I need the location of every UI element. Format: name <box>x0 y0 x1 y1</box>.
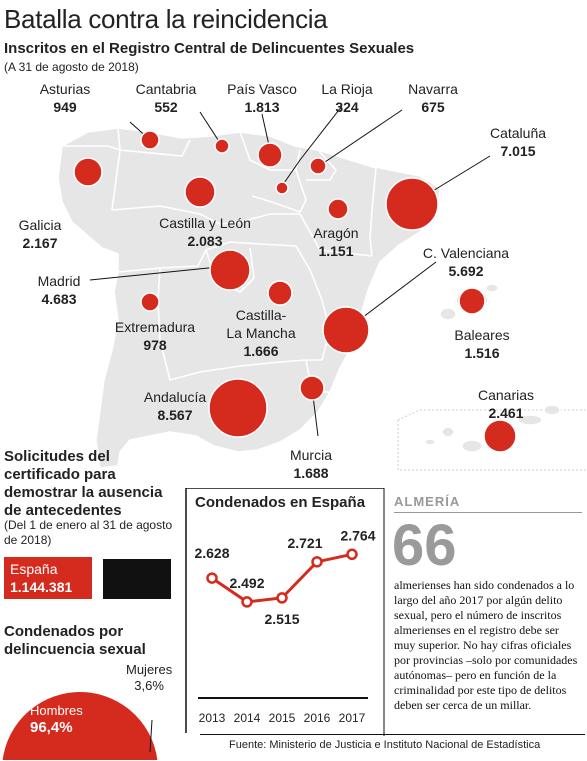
leader-navarra <box>321 109 403 165</box>
line-data-label-2013: 2.628 <box>194 545 229 561</box>
label-andalucia: Andalucía 8.567 <box>143 389 207 423</box>
label-castilla-mancha: Castilla- La Mancha 1.666 <box>226 307 296 359</box>
solicitudes-title: Solicitudes del certificado para demostr… <box>4 448 163 519</box>
line-title: Condenados en España <box>195 494 366 511</box>
pie-slice-hombres <box>2 692 158 760</box>
bubble-la-rioja <box>275 181 289 195</box>
line-data-label-2015: 2.515 <box>264 611 299 627</box>
label-la-rioja: La Rioja 324 <box>321 81 373 115</box>
x-tick-label-2013: 2013 <box>199 711 226 725</box>
line-point-2016 <box>311 556 323 568</box>
label-navarra: Navarra 675 <box>408 81 458 115</box>
bubble-madrid <box>209 249 251 291</box>
bubble-asturias <box>140 130 160 150</box>
x-tick-label-2016: 2016 <box>304 711 331 725</box>
bubble-cataluna <box>385 177 439 231</box>
line-point-2017 <box>346 548 358 561</box>
pie-title: Condenados por delincuencia sexual <box>4 623 146 658</box>
espana-box: España 1.144.381 <box>4 557 92 599</box>
label-extremadura: Extremadura 978 <box>114 319 196 353</box>
bubble-cantabria <box>214 138 230 154</box>
line-data-label-2014: 2.492 <box>229 575 264 591</box>
bubble-navarra <box>309 157 327 175</box>
label-madrid: Madrid 4.683 <box>37 273 81 307</box>
label-canarias: Canarias 2.461 <box>477 387 535 421</box>
source-rule <box>200 734 585 735</box>
label-baleares: Baleares 1.516 <box>454 327 510 361</box>
x-tick-label-2017: 2017 <box>339 711 366 725</box>
almeria-heading: ALMERÍA <box>394 494 461 509</box>
line-data-label-2016: 2.721 <box>287 535 322 551</box>
bubble-baleares <box>458 287 486 315</box>
solicitudes-date: (Del 1 de enero al 31 de agosto de 2018) <box>4 518 173 547</box>
x-tick-label-2015: 2015 <box>269 711 296 725</box>
mujeres-leader <box>149 719 153 753</box>
redacted-box <box>103 559 171 599</box>
bubble-pais-vasco <box>257 142 283 168</box>
pie-chart <box>2 692 158 760</box>
date-note: (A 31 de agosto de 2018) <box>4 60 139 74</box>
label-murcia: Murcia 1.688 <box>289 447 332 481</box>
x-tick-label-2014: 2014 <box>234 711 261 725</box>
line-point-2015 <box>276 592 288 604</box>
label-asturias: Asturias 949 <box>39 81 91 115</box>
espana-value: 1.144.381 <box>10 579 73 595</box>
line-point-2013 <box>206 572 218 584</box>
pie-label-hombres: Hombres 96,4% <box>30 703 83 736</box>
bubble-canarias <box>483 419 517 453</box>
bubble-castilla-mancha <box>267 280 293 306</box>
leader-madrid <box>89 265 229 281</box>
bubble-galicia <box>73 157 103 187</box>
bubble-valenciana <box>322 306 370 354</box>
line-chart: 2.628 2013 2.492 2014 2.515 2015 2.721 2016 2.76… <box>185 488 384 733</box>
line-data-label-2017: 2.764 <box>340 527 375 543</box>
leader-la-rioja <box>281 105 343 187</box>
label-castilla-leon: Castilla y León 2.083 <box>159 215 251 249</box>
almeria-number: 66 <box>392 513 457 578</box>
bubble-extremadura <box>140 292 160 312</box>
almeria-divider <box>383 488 385 736</box>
line-point-2014 <box>241 596 253 608</box>
bubble-castilla-leon <box>184 176 216 208</box>
label-galicia: Galicia 2.167 <box>18 217 62 251</box>
page-title: Batalla contra la reincidencia <box>4 4 328 34</box>
source-note: Fuente: Ministerio de Justicia e Institu… <box>229 739 541 751</box>
almeria-rule <box>394 512 582 513</box>
bubble-murcia <box>299 375 325 401</box>
label-cataluna: Cataluña 7.015 <box>489 125 547 159</box>
pie-label-mujeres: Mujeres 3,6% <box>126 662 173 693</box>
almeria-text: almerienses han sido condenados a lo lar… <box>394 578 578 712</box>
label-pais-vasco: País Vasco 1.813 <box>227 81 297 115</box>
bubble-andalucia <box>208 378 268 438</box>
label-valenciana: C. Valenciana 5.692 <box>422 245 510 279</box>
espana-label: España <box>10 561 58 577</box>
label-cantabria: Cantabria 552 <box>135 81 197 115</box>
map-subtitle: Inscritos en el Registro Central de Deli… <box>4 40 415 57</box>
bubble-aragon <box>327 198 349 220</box>
label-aragon: Aragón 1.151 <box>313 225 359 259</box>
